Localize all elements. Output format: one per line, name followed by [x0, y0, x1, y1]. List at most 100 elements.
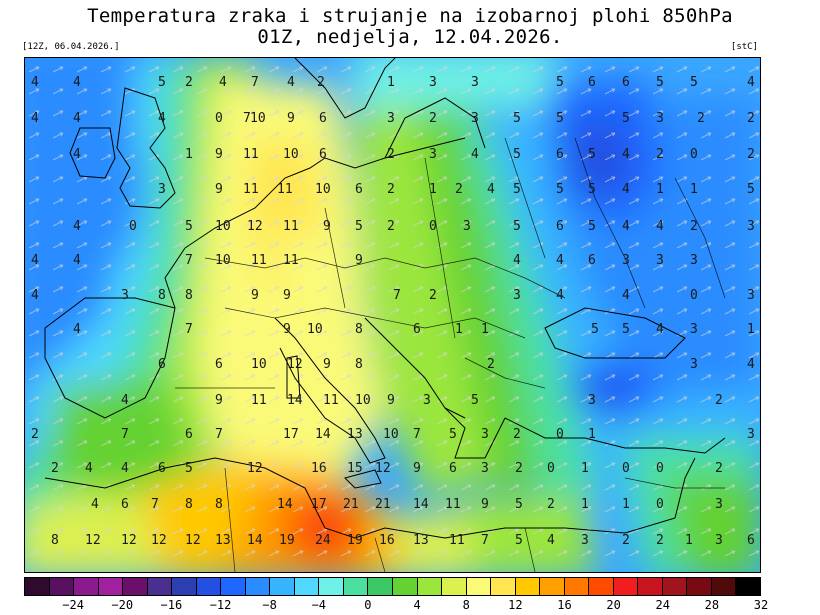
temperature-value: 1	[690, 182, 698, 197]
colorbar-swatch	[221, 578, 246, 595]
temperature-value: 2	[387, 147, 395, 162]
temperature-value: 11	[243, 182, 259, 197]
colorbar-swatch	[343, 578, 369, 595]
temperature-value: 2	[387, 182, 395, 197]
temperature-value: 1	[581, 461, 589, 476]
temperature-value: 3	[429, 75, 437, 90]
colorbar-swatch	[368, 578, 393, 595]
temperature-value: 14	[247, 533, 263, 548]
colorbar-swatch	[638, 578, 663, 595]
temperature-value: 5	[515, 497, 523, 512]
temperature-value: 10	[251, 357, 267, 372]
temperature-value: 6	[185, 427, 193, 442]
temperature-value: 5	[185, 219, 193, 234]
colorbar-swatch	[74, 578, 99, 595]
temperature-value: 2	[513, 427, 521, 442]
country-borders	[175, 137, 726, 572]
temperature-value: 8	[51, 533, 59, 548]
temperature-value: 5	[158, 75, 166, 90]
temperature-value: 17	[311, 497, 327, 512]
temperature-value: 5	[591, 322, 599, 337]
temperature-value: 6	[622, 75, 630, 90]
colorbar-swatch	[245, 578, 271, 595]
temperature-value: 4	[31, 253, 39, 268]
temperature-value: 10	[215, 219, 231, 234]
temperature-value: 3	[481, 461, 489, 476]
temperature-value: 6	[556, 219, 564, 234]
temperature-value: 12	[121, 533, 137, 548]
temperature-value: 1	[588, 427, 596, 442]
temperature-value: 1	[581, 497, 589, 512]
temperature-value: 3	[747, 288, 755, 303]
temperature-value: 2	[747, 147, 755, 162]
colorbar-swatch	[687, 578, 712, 595]
temperature-value: 4	[121, 461, 129, 476]
temperature-value: 4	[91, 497, 99, 512]
temperature-value: 4	[73, 322, 81, 337]
temperature-value: 6	[355, 182, 363, 197]
colorbar-swatch	[172, 578, 197, 595]
temperature-value: 5	[622, 322, 630, 337]
temperature-value: 19	[279, 533, 295, 548]
temperature-value: 11	[445, 497, 461, 512]
temperature-value: 3	[463, 219, 471, 234]
temperature-value: 2	[715, 461, 723, 476]
temperature-value: 2	[51, 461, 59, 476]
temperature-value: 0	[547, 461, 555, 476]
temperature-value: 0	[556, 427, 564, 442]
temperature-value: 4	[73, 253, 81, 268]
temperature-value: 5	[185, 461, 193, 476]
temperature-value: 10	[215, 253, 231, 268]
temperature-value: 12	[247, 461, 263, 476]
colorbar-swatch	[196, 578, 222, 595]
temperature-value: 1	[429, 182, 437, 197]
temperature-value: 3	[471, 75, 479, 90]
temperature-value: 7	[393, 288, 401, 303]
temperature-value: 2	[622, 533, 630, 548]
temperature-value: 3	[158, 182, 166, 197]
temperature-value: 12	[85, 533, 101, 548]
temperature-value: 9	[283, 322, 291, 337]
temperature-value: 5	[622, 111, 630, 126]
colorbar-tick: 28	[704, 598, 720, 612]
temperature-value: 5	[513, 219, 521, 234]
temperature-value: 9	[215, 182, 223, 197]
temperature-value: 21	[343, 497, 359, 512]
temperature-value: 6	[449, 461, 457, 476]
temperature-value: 12	[287, 357, 303, 372]
temperature-value: 14	[277, 497, 293, 512]
temperature-value: 6	[747, 533, 755, 548]
temperature-value: 7	[185, 322, 193, 337]
temperature-value: 9	[323, 357, 331, 372]
temperature-value: 5	[588, 182, 596, 197]
temperature-value: 2	[656, 147, 664, 162]
temperature-value: 4	[622, 147, 630, 162]
temperature-value: 9	[287, 111, 295, 126]
temperature-value: 4	[158, 111, 166, 126]
colorbar-tick: −20	[111, 598, 134, 612]
temperature-value: 5	[656, 75, 664, 90]
temperature-value: 9	[251, 288, 259, 303]
temperature-value: 9	[323, 219, 331, 234]
unit-label: [stC]	[730, 42, 758, 52]
colorbar-swatch	[515, 578, 541, 595]
temperature-value: 10	[315, 182, 331, 197]
temperature-value: 4	[471, 147, 479, 162]
temperature-value: 4	[73, 147, 81, 162]
temperature-value: 8	[185, 288, 193, 303]
temperature-value: 4	[747, 357, 755, 372]
temperature-value: 13	[347, 427, 363, 442]
colorbar-tick: 32	[753, 598, 769, 612]
temperature-value: 6	[121, 497, 129, 512]
colorbar-tick: −8	[262, 598, 277, 612]
temperature-value: 9	[355, 253, 363, 268]
colorbar-swatch	[123, 578, 148, 595]
temperature-value: 13	[413, 533, 429, 548]
colorbar-swatch	[442, 578, 467, 595]
temperature-value: 2	[747, 111, 755, 126]
colorbar-swatch	[540, 578, 565, 595]
colorbar-swatch	[466, 578, 492, 595]
colorbar-tick: 12	[508, 598, 523, 612]
temperature-value: 6	[319, 111, 327, 126]
map-subtitle-valid-time: 01Z, nedjelja, 12.04.2026.	[257, 26, 563, 48]
